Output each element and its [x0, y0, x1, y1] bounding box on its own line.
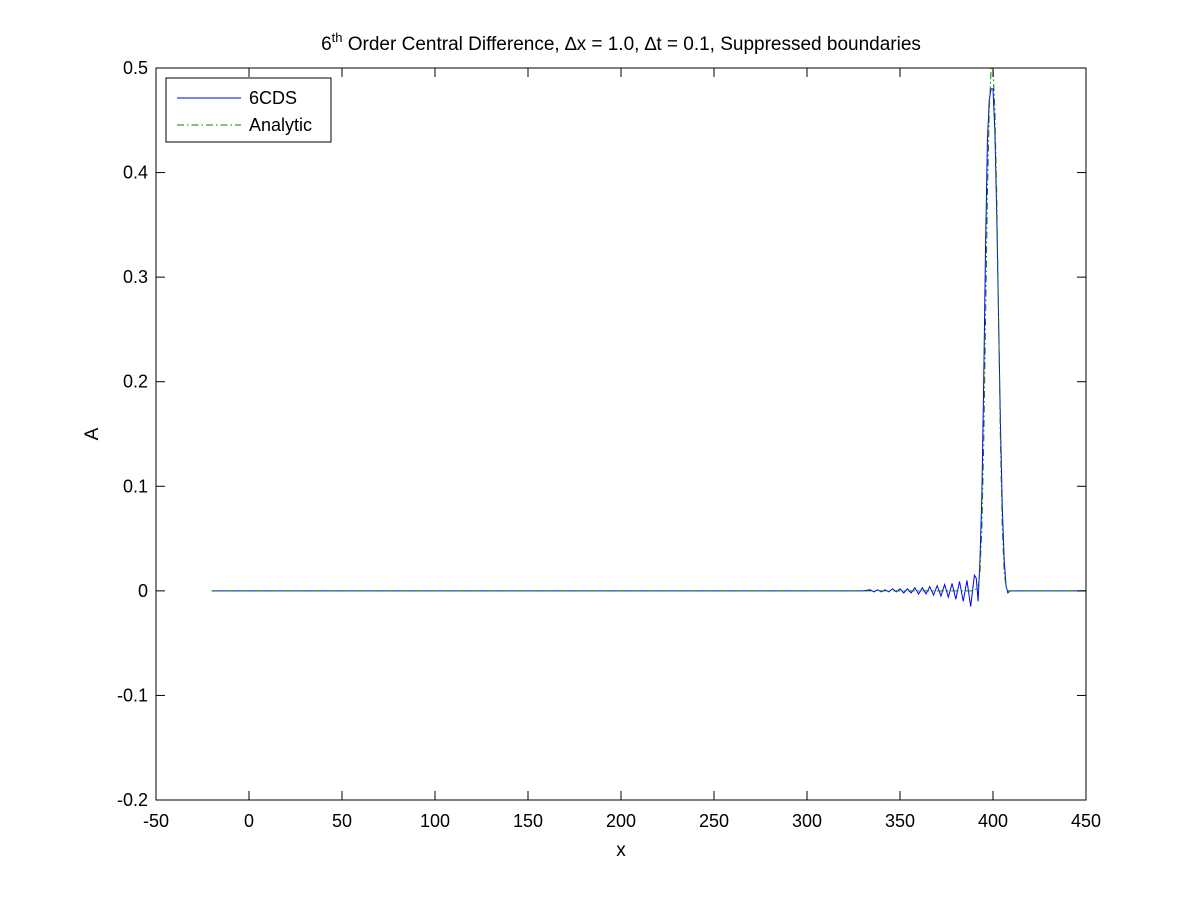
x-tick-label: 150	[513, 811, 543, 831]
x-tick-label: 250	[699, 811, 729, 831]
x-tick-label: 300	[792, 811, 822, 831]
x-axis-ticks: -50 0 50 100 150 200 250 300 350 400 450	[143, 68, 1101, 831]
series-layer	[211, 68, 1086, 607]
x-tick-label: 0	[244, 811, 254, 831]
y-tick-label: 0.1	[123, 476, 148, 496]
y-axis-label: A	[82, 427, 103, 440]
y-tick-label: 0.5	[123, 58, 148, 78]
x-tick-label: 50	[332, 811, 352, 831]
x-tick-label: 450	[1071, 811, 1101, 831]
series-line-2	[211, 68, 1086, 592]
x-tick-label: 400	[978, 811, 1008, 831]
x-tick-label: 100	[420, 811, 450, 831]
chart-title: 6th Order Central Difference, ∆x = 1.0, …	[321, 30, 921, 55]
y-axis-ticks: -0.2 -0.1 0 0.1 0.2 0.3 0.4 0.5	[117, 58, 1086, 810]
y-tick-label: 0.3	[123, 267, 148, 287]
x-tick-label: 200	[606, 811, 636, 831]
x-tick-label: 350	[885, 811, 915, 831]
y-tick-label: -0.2	[117, 790, 148, 810]
legend: 6CDS Analytic	[165, 77, 332, 143]
x-tick-label: -50	[143, 811, 169, 831]
x-axis-label: x	[616, 840, 626, 861]
legend-box	[165, 77, 332, 143]
y-tick-label: 0	[138, 581, 148, 601]
chart-title-text: 6th Order Central Difference, ∆x = 1.0, …	[321, 30, 921, 55]
y-tick-label: -0.1	[117, 685, 148, 705]
legend-label-2: Analytic	[249, 115, 312, 135]
y-tick-label: 0.2	[123, 372, 148, 392]
axes-box	[155, 67, 1087, 801]
series-line-1	[211, 88, 1086, 607]
legend-label-1: 6CDS	[249, 88, 297, 108]
y-tick-label: 0.4	[123, 163, 148, 183]
